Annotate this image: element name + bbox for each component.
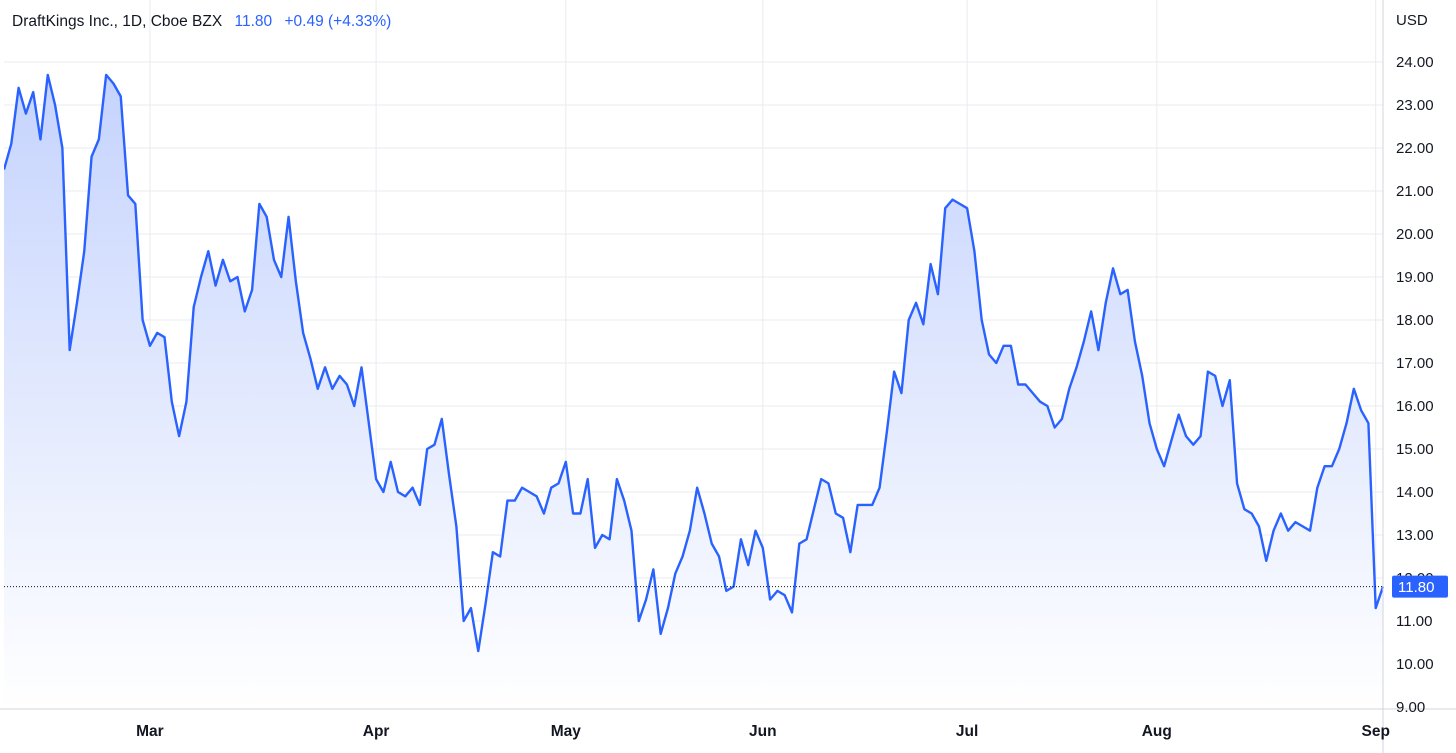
price-change-value: +0.49 (+4.33%) [284, 13, 392, 30]
y-tick-label: 19.00 [1396, 269, 1434, 286]
chart-header: DraftKings Inc., 1D, Cboe BZX 11.80 +0.4… [12, 13, 391, 31]
y-tick-label: 23.00 [1396, 97, 1434, 114]
price-line [4, 73, 1384, 653]
last-price-tag [1392, 575, 1448, 598]
y-tick-label: 22.00 [1396, 140, 1434, 157]
y-tick-label: 24.00 [1396, 54, 1434, 71]
currency-label: USD [1396, 12, 1428, 29]
last-price-value: 11.80 [234, 13, 273, 30]
x-tick-label: Jun [749, 723, 777, 740]
x-tick-label: May [551, 723, 582, 740]
x-tick-label: Mar [136, 723, 164, 740]
x-tick-label: Aug [1142, 723, 1172, 740]
y-tick-label: 15.00 [1396, 441, 1434, 458]
last-price-tag-label: 11.80 [1398, 579, 1434, 596]
y-tick-label: 13.00 [1396, 527, 1434, 544]
symbol-title: DraftKings Inc., 1D, Cboe BZX [12, 13, 223, 30]
y-tick-label: 9.00 [1396, 699, 1425, 716]
y-tick-label: 14.00 [1396, 484, 1434, 501]
y-tick-label: 18.00 [1396, 312, 1434, 329]
y-tick-label: 20.00 [1396, 226, 1434, 243]
y-tick-label: 11.00 [1396, 613, 1432, 630]
x-tick-label: Jul [956, 723, 978, 740]
y-tick-label: 16.00 [1396, 398, 1434, 415]
y-tick-label: 10.00 [1396, 656, 1434, 673]
y-tick-label: 17.00 [1396, 355, 1434, 372]
x-tick-label: Sep [1361, 723, 1389, 740]
x-tick-label: Apr [363, 723, 390, 740]
price-area-fill [4, 74, 1383, 709]
y-tick-label: 21.00 [1396, 183, 1434, 200]
